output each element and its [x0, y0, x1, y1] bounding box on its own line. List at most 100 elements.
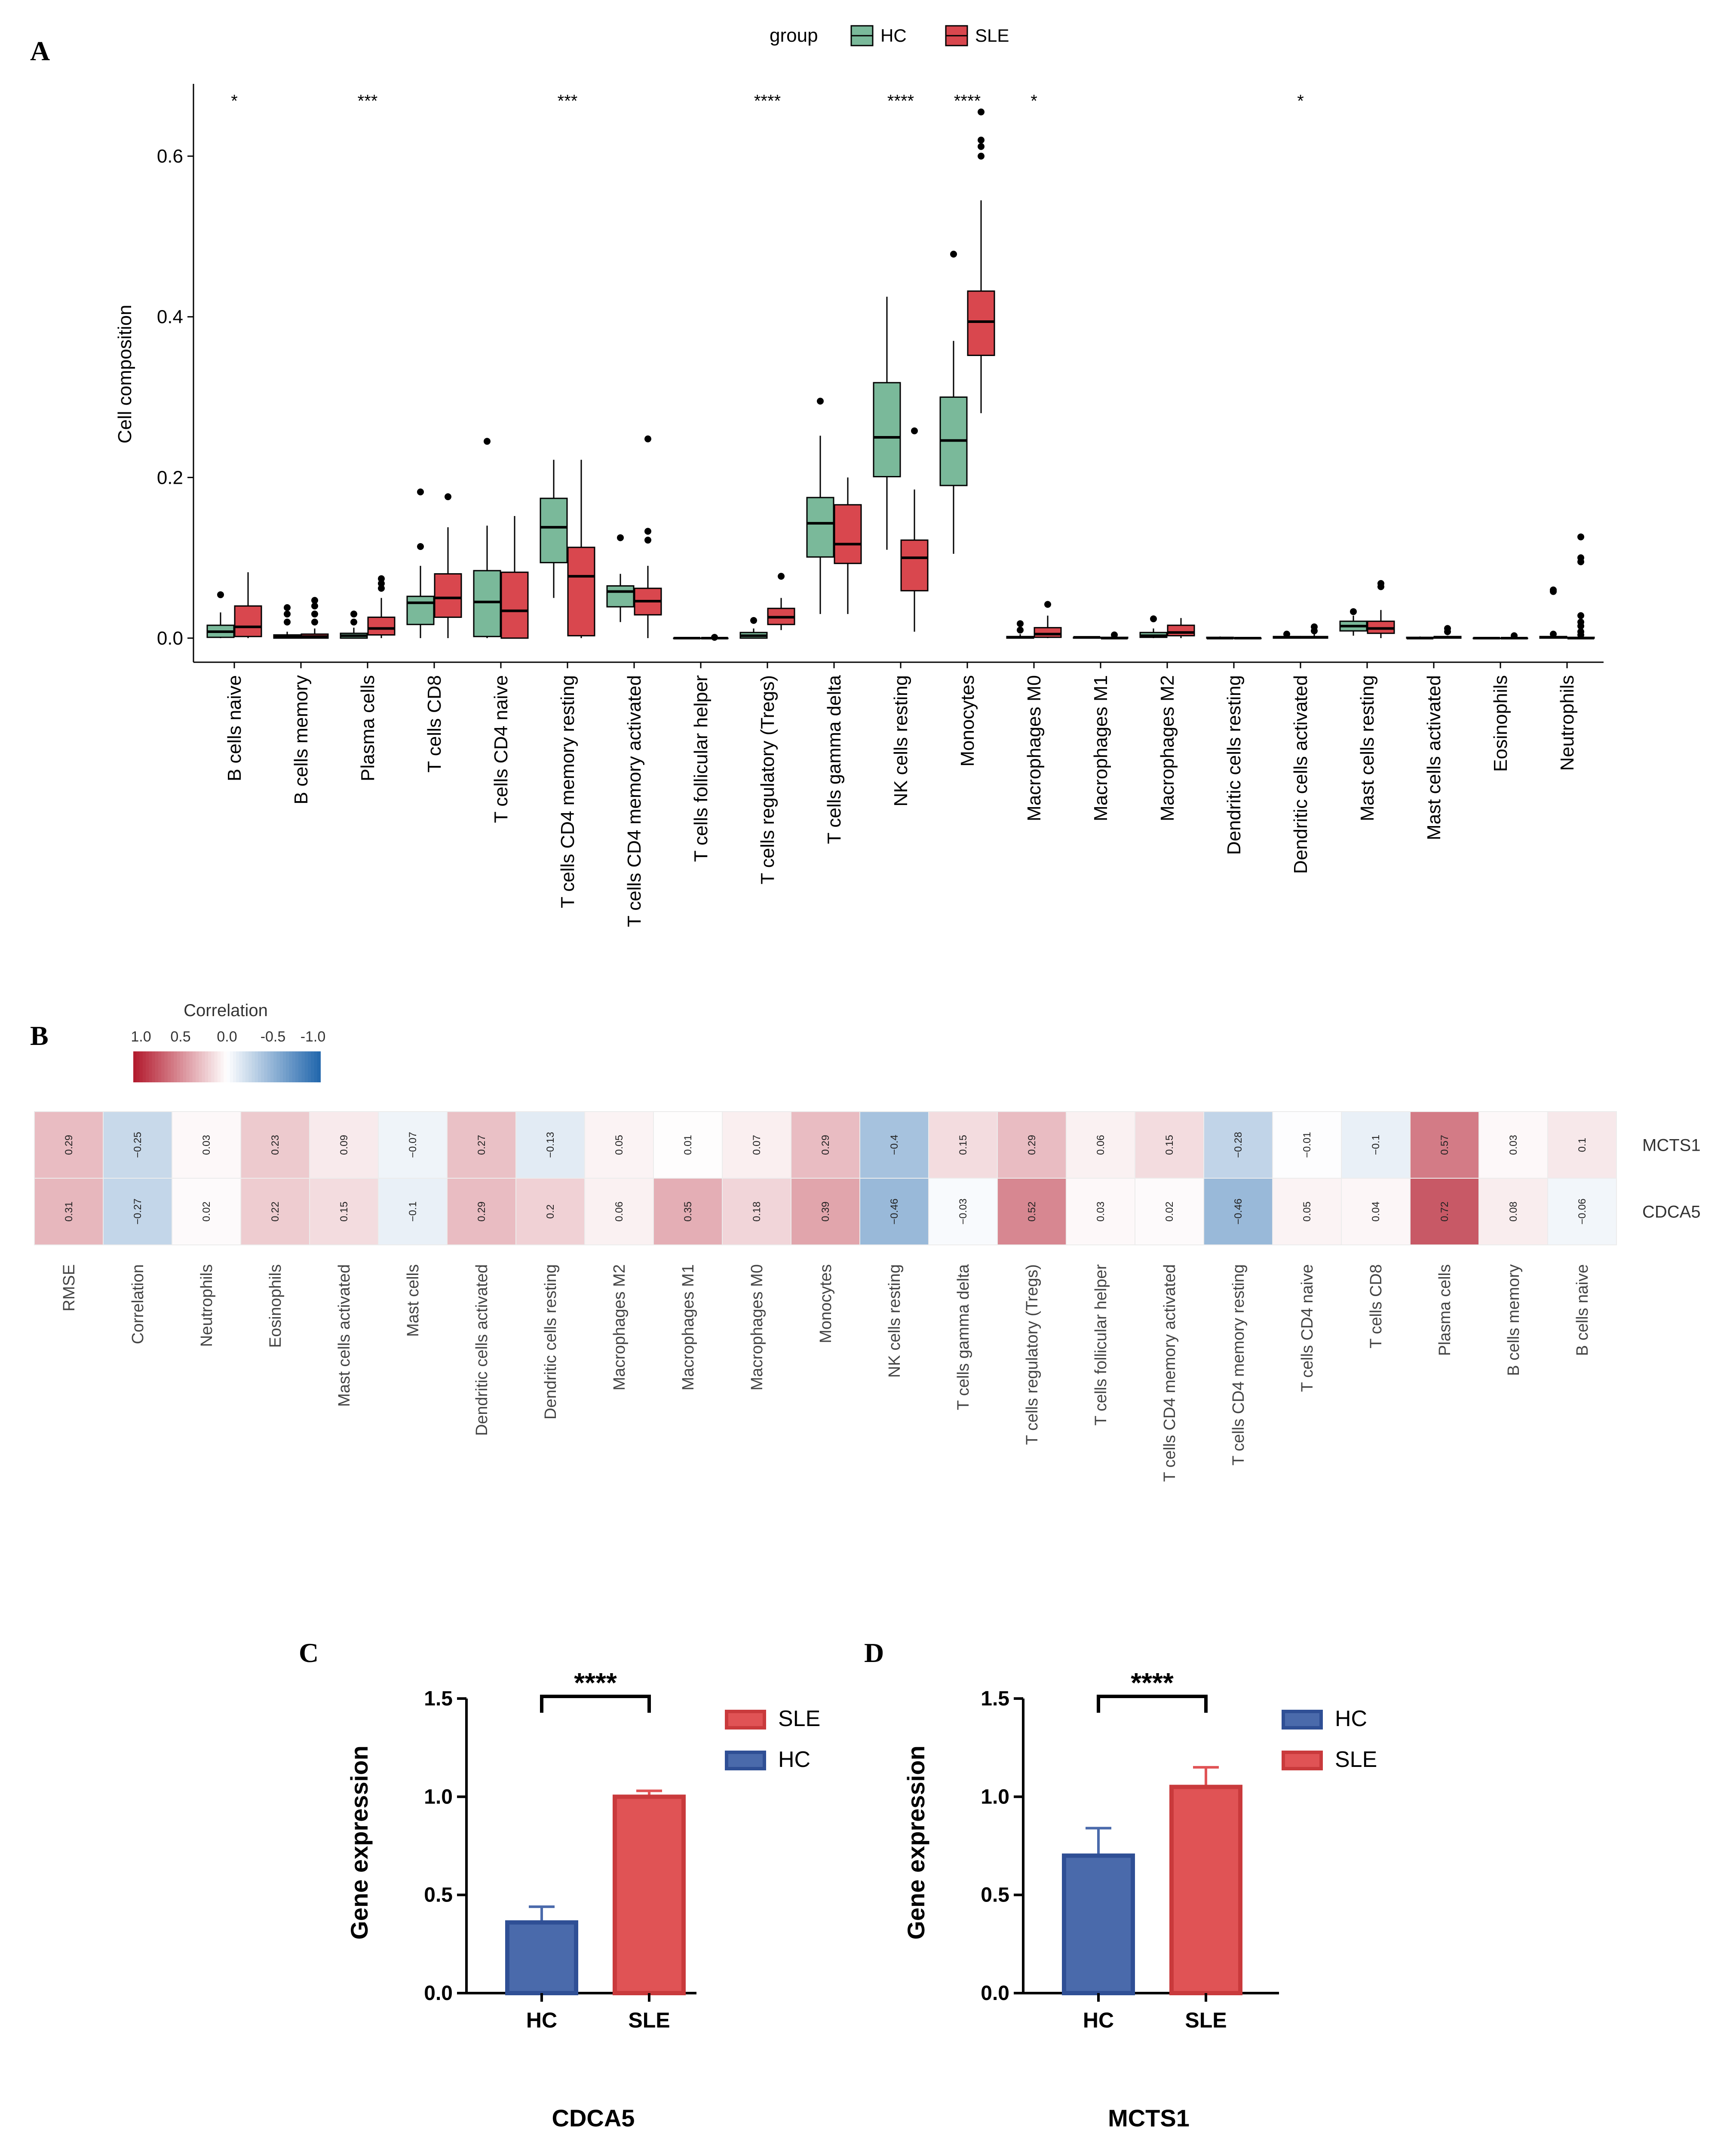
- heatmap-cell: [928, 1111, 998, 1179]
- x-tick-label-monocytes: Monocytes: [957, 675, 978, 767]
- colorbar-segment: [276, 1051, 280, 1082]
- outlier-point: [778, 573, 785, 580]
- box-hc-t-cells-cd4-memory-resting: [540, 460, 568, 598]
- outlier-point: [1111, 631, 1118, 639]
- heatmap-cell-value: 0.06: [613, 1201, 625, 1222]
- heatmap-cell-value: 0.29: [820, 1135, 831, 1155]
- heatmap-cell-value: 0.02: [201, 1201, 212, 1222]
- heatmap-cell-value: −0.03: [957, 1198, 969, 1225]
- heatmap-cell-value: −0.06: [1577, 1198, 1588, 1225]
- heatmap-column-label-eosinophils: Eosinophils: [267, 1264, 285, 1348]
- box-hc-macrophages-m1: [1073, 636, 1101, 639]
- heatmap-cell: [378, 1178, 448, 1245]
- x-tick-label-macrophages-m1: Macrophages M1: [1090, 675, 1111, 821]
- bar-hc: [505, 1920, 578, 1996]
- heatmap-cell: [859, 1178, 929, 1245]
- colorbar-segment: [224, 1051, 227, 1082]
- colorbar-segment: [239, 1051, 243, 1082]
- colorbar-segment: [242, 1051, 246, 1082]
- colorbar-segment: [158, 1051, 162, 1082]
- box-sle-macrophages-m1: [1100, 631, 1129, 639]
- box-iqr: [1034, 627, 1062, 638]
- box-hc-neutrophils: [1539, 586, 1567, 639]
- heatmap-cell-value: −0.07: [407, 1132, 419, 1158]
- panel-d-ylabel: Gene expression: [902, 1745, 929, 1939]
- box-iqr: [500, 571, 529, 639]
- outlier-point: [644, 435, 651, 442]
- heatmap-cell-value: 0.06: [1095, 1135, 1107, 1155]
- panel-a-plot: * *** *** **** **** **** * *: [206, 92, 1595, 641]
- heatmap-cell-value: 0.29: [1026, 1135, 1038, 1155]
- box-iqr: [473, 570, 501, 637]
- heatmap-cell: [1341, 1178, 1411, 1245]
- heatmap-cell: [240, 1178, 310, 1245]
- bar-sle: [1169, 1785, 1242, 1995]
- box-sle-mast-cells-resting: [1367, 580, 1395, 638]
- heatmap-cell-value: 0.72: [1439, 1201, 1451, 1222]
- panel-b-heatmap: Correlation 1.0 0.5 0.0 -0.5 -1.0 0.29 −0.25 0…: [34, 1001, 1701, 1482]
- panel-c-plot: 0.0 0.5 1.0 1.5 HC SLE **** SLE HC: [424, 1667, 820, 2032]
- heatmap-column-label-monocytes: Monocytes: [817, 1264, 835, 1343]
- colorbar-segment: [214, 1051, 218, 1082]
- outlier-point: [284, 610, 291, 617]
- box-hc-t-cells-regulatory-tregs: [739, 617, 768, 639]
- box-sle-t-cells-cd8: [434, 493, 462, 638]
- y-tick-label: 0.0: [424, 1982, 453, 2005]
- box-hc-macrophages-m0: [1006, 620, 1034, 639]
- significance-label: ****: [887, 92, 914, 111]
- outlier-point: [644, 537, 651, 544]
- colorbar-tick-label: -1.0: [301, 1029, 326, 1045]
- x-tick-label-nk-cells-resting: NK cells resting: [890, 675, 911, 807]
- colorbar-segment: [236, 1051, 240, 1082]
- legend-label-sle: SLE: [1335, 1747, 1377, 1772]
- outlier-point: [978, 136, 985, 144]
- box-iqr: [406, 596, 435, 625]
- heatmap-cell-value: 0.52: [1026, 1201, 1038, 1222]
- outlier-point: [978, 153, 985, 160]
- panel-a-legend: group HC SLE: [770, 25, 1009, 46]
- colorbar-segment: [202, 1051, 205, 1082]
- colorbar-segment: [139, 1051, 143, 1082]
- colorbar-segment: [295, 1051, 299, 1082]
- colorbar-tick-label: -0.5: [261, 1029, 286, 1045]
- box-iqr: [1167, 624, 1195, 636]
- heatmap-cell-value: 0.35: [682, 1201, 694, 1222]
- legend-sle-label: SLE: [975, 25, 1009, 46]
- outlier-point: [1283, 630, 1290, 638]
- heatmap-cell-value: 0.05: [613, 1135, 625, 1155]
- colorbar-segment: [248, 1051, 252, 1082]
- box-sle-macrophages-m2: [1167, 618, 1195, 638]
- box-sle-nk-cells-resting: [900, 427, 929, 632]
- significance-label: *: [231, 92, 238, 111]
- x-tick-label-t-cells-regulatory-tregs: T cells regulatory (Tregs): [757, 675, 778, 885]
- box-hc-nk-cells-resting: [873, 297, 901, 550]
- outlier-point: [1577, 612, 1584, 619]
- x-tick-label-sle: SLE: [628, 2008, 670, 2032]
- bar-sle: [613, 1794, 686, 1996]
- significance-label: *: [1297, 92, 1304, 111]
- panel-c-letter: C: [299, 1637, 319, 1668]
- heatmap-cell-value: 0.09: [338, 1135, 350, 1155]
- outlier-point: [311, 610, 318, 617]
- colorbar-segment: [283, 1051, 287, 1082]
- colorbar-segment: [233, 1051, 237, 1082]
- heatmap-column-label-t-cells-cd4-naive: T cells CD4 naive: [1298, 1264, 1316, 1392]
- heatmap-cell-value: 0.57: [1439, 1135, 1451, 1155]
- colorbar-segment: [161, 1051, 165, 1082]
- heatmap-cell-value: 0.29: [476, 1201, 488, 1222]
- heatmap-cell-value: 0.2: [545, 1204, 556, 1219]
- box-iqr: [567, 547, 595, 636]
- significance-label: *: [1031, 92, 1037, 111]
- box-iqr: [873, 382, 901, 477]
- heatmap-cell: [1203, 1111, 1273, 1179]
- colorbar-segment: [155, 1051, 159, 1082]
- colorbar-segment: [180, 1051, 184, 1082]
- heatmap-cell: [447, 1178, 516, 1245]
- box-sle-b-cells-naive: [234, 572, 262, 638]
- outlier-point: [311, 597, 318, 604]
- heatmap-cell: [1410, 1178, 1479, 1245]
- x-tick-label-dendritic-cells-activated: Dendritic cells activated: [1290, 675, 1311, 874]
- heatmap-cell-value: 0.39: [820, 1201, 831, 1222]
- colorbar-segment: [183, 1051, 187, 1082]
- outlier-point: [311, 618, 318, 626]
